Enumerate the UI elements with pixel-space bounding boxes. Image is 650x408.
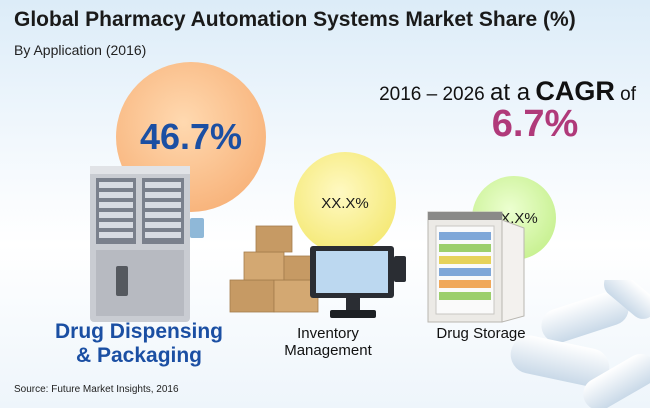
source-note: Source: Future Market Insights, 2016 (14, 384, 179, 395)
chart-title: Global Pharmacy Automation Systems Marke… (14, 8, 576, 31)
chart-subtitle: By Application (2016) (14, 42, 147, 58)
cagr-value: 6.7% (491, 103, 579, 145)
boxes-icon (229, 225, 321, 313)
label-drug-dispensing-line1: Drug Dispensing (54, 320, 223, 343)
cagr-at-a: at a (490, 79, 531, 106)
capsules-icon (510, 280, 650, 408)
label-drug-dispensing: Drug Dispensing & Packaging (52, 320, 226, 367)
storage-cabinet-icon (427, 211, 525, 323)
bubble-inventory-management: XX.X% (294, 152, 396, 254)
cagr-of: of (620, 84, 636, 105)
label-drug-storage: Drug Storage (436, 325, 526, 342)
label-inventory-line1: Inventory (297, 325, 359, 342)
label-inventory-line2: Management (284, 341, 372, 359)
cagr-statement: 2016 – 2026 at a CAGR of (340, 76, 636, 107)
cagr-word: CAGR (535, 76, 615, 106)
label-inventory-management: Inventory Management (268, 325, 388, 360)
label-drug-dispensing-line2: & Packaging (75, 343, 203, 367)
monitor-icon (310, 246, 406, 318)
dispensing-machine-icon (90, 166, 204, 322)
cagr-period: 2016 – 2026 (379, 84, 485, 105)
